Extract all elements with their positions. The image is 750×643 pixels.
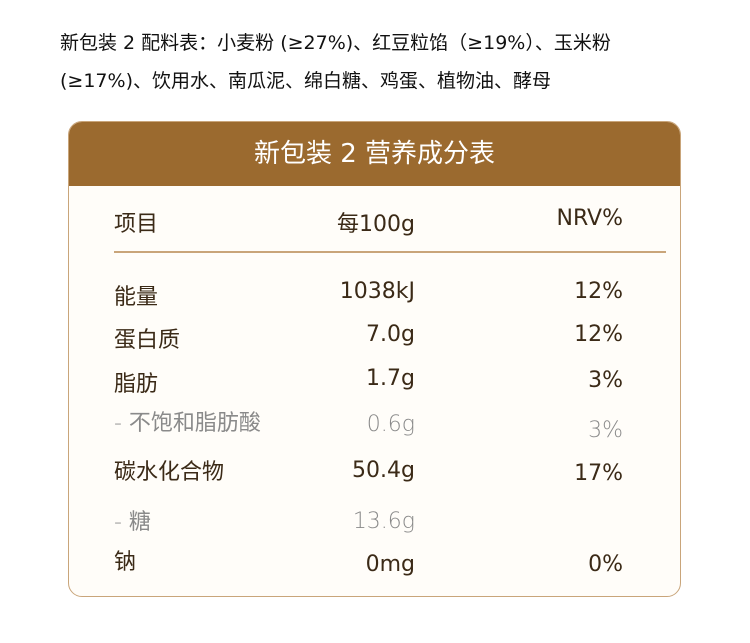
row-value: 7.0g <box>366 322 415 347</box>
row-nrv: 17% <box>574 461 623 486</box>
header-rule <box>114 251 666 253</box>
row-value: 50.4g <box>352 458 415 483</box>
row-nrv: 12% <box>574 279 623 304</box>
row-nrv: 3% <box>588 418 623 443</box>
header-cell: 每100g <box>337 212 415 237</box>
header-cell: NRV% <box>556 206 624 231</box>
row-nrv: 0% <box>588 552 623 577</box>
row-label: - 不饱和脂肪酸 <box>114 411 261 436</box>
row-nrv: 12% <box>574 322 623 347</box>
table-title: 新包装 2 营养成分表 <box>69 122 680 186</box>
row-label: 钠 <box>114 550 137 575</box>
row-value: 13.6g <box>352 509 415 534</box>
row-label: 脂肪 <box>114 372 159 397</box>
row-value: 1038kJ <box>339 279 415 304</box>
row-label: 能量 <box>114 285 159 310</box>
row-label: 蛋白质 <box>114 328 181 353</box>
header-cell: 项目 <box>114 212 159 237</box>
row-value: 1.7g <box>366 366 415 391</box>
row-value: 0.6g <box>366 412 415 437</box>
ingredients: 新包装 2 配料表：小麦粉 (≥27%)、红豆粒馅（≥19%）、玉米粉 (≥17… <box>60 32 611 92</box>
row-label: - 糖 <box>114 510 151 535</box>
row-label: 碳水化合物 <box>114 460 225 485</box>
row-value: 0mg <box>365 552 415 577</box>
nutrition-table: 新包装 2 营养成分表 项目 每100g NRV% 能量 1038kJ 12% … <box>68 121 681 597</box>
row-nrv: 3% <box>588 368 623 393</box>
